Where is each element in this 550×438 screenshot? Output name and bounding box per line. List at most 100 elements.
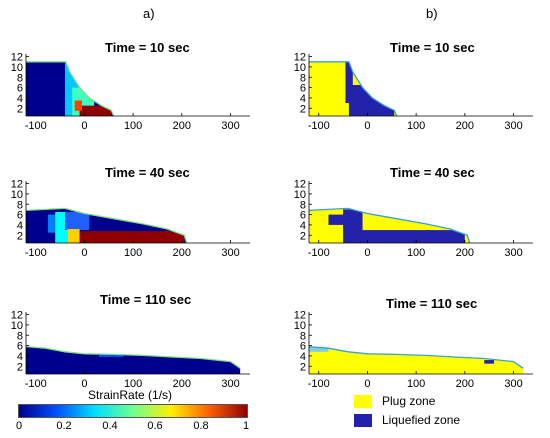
x-tick-label: 0	[364, 247, 370, 259]
high-strain-zone	[79, 105, 112, 116]
colorbar	[18, 404, 248, 418]
x-tick-label: 100	[124, 120, 142, 132]
x-tick-label: 0	[364, 378, 370, 390]
y-tick-label: 4	[300, 93, 306, 105]
y-tick-label: 8	[300, 199, 306, 211]
y-tick-label: 4	[300, 351, 306, 363]
panel-title: Time = 110 sec	[386, 296, 478, 311]
y-tick-label: 6	[300, 210, 306, 222]
legend-item-liquefied: Liquefied zone	[354, 413, 460, 427]
x-tick-label: 0	[81, 247, 87, 259]
y-tick-label: 2	[17, 361, 23, 373]
surface-line	[25, 345, 241, 369]
x-tick-label: 300	[504, 378, 522, 390]
x-tick-label: 200	[456, 247, 474, 259]
y-tick-label: 2	[17, 103, 23, 115]
y-tick-label: 6	[17, 83, 23, 95]
x-tick-label: -100	[308, 247, 330, 259]
liquefied-zone	[345, 61, 353, 104]
x-tick-label: -100	[25, 120, 47, 132]
panel-title: Time = 110 sec	[100, 292, 192, 307]
y-tick-label: 12	[11, 52, 23, 64]
x-tick-label: 200	[173, 120, 191, 132]
y-tick-label: 8	[300, 72, 306, 84]
deposit-field	[26, 61, 114, 116]
y-tick-label: 4	[17, 351, 23, 363]
x-tick-label: 200	[456, 378, 474, 390]
y-tick-label: 12	[11, 179, 23, 191]
y-tick-label: 2	[300, 230, 306, 242]
x-tick-label: 200	[173, 378, 191, 390]
liquefied-zone	[348, 85, 395, 116]
colorbar-tick: 0	[15, 420, 23, 432]
x-tick-label: 300	[504, 120, 522, 132]
high-strain-zone	[79, 231, 185, 243]
colorbar-tick: 0.6	[147, 420, 163, 432]
x-tick-label: 0	[81, 120, 87, 132]
panel-title: Time = 10 sec	[105, 40, 190, 55]
x-tick-label: 100	[407, 378, 425, 390]
legend-item-plug: Plug zone	[354, 394, 435, 408]
x-tick-label: 0	[364, 120, 370, 132]
deposit-field	[309, 208, 470, 243]
column-label-b: b)	[426, 6, 438, 21]
panel-title: Time = 10 sec	[390, 40, 475, 55]
legend-swatch-liquefied	[354, 413, 372, 427]
liquefied-zone	[328, 214, 348, 225]
surface-line	[25, 207, 188, 244]
y-tick-label: 8	[17, 72, 23, 84]
y-tick-label: 10	[294, 62, 306, 74]
y-tick-label: 2	[17, 230, 23, 242]
x-tick-label: 100	[407, 120, 425, 132]
high-strain-zone	[74, 100, 82, 111]
high-strain-zone	[67, 229, 80, 243]
y-tick-label: 10	[11, 320, 23, 332]
y-tick-label: 6	[300, 83, 306, 95]
colorbar-tick: 1	[242, 420, 250, 432]
x-tick-label: 300	[221, 378, 239, 390]
y-tick-label: 12	[294, 310, 306, 322]
shear-band	[55, 212, 68, 243]
y-tick-label: 8	[300, 330, 306, 342]
surface-line	[309, 61, 398, 117]
y-tick-label: 4	[17, 93, 23, 105]
y-tick-label: 2	[300, 103, 306, 115]
column-label-a: a)	[143, 6, 155, 21]
x-tick-label: -100	[308, 378, 330, 390]
liquefied-zone	[352, 230, 465, 243]
y-tick-label: 10	[294, 320, 306, 332]
y-tick-label: 8	[17, 199, 23, 211]
shear-band	[99, 353, 124, 357]
surface-line	[26, 61, 115, 117]
y-tick-label: 10	[11, 62, 23, 74]
x-tick-label: 200	[456, 120, 474, 132]
surface-line	[308, 345, 524, 369]
panel-title: Time = 40 sec	[105, 165, 190, 180]
y-tick-label: 10	[294, 189, 306, 201]
deposit-field	[26, 208, 187, 243]
y-tick-label: 12	[11, 310, 23, 322]
transition-zone	[309, 346, 329, 352]
y-tick-label: 10	[11, 189, 23, 201]
colorbar-tick: 0.2	[56, 420, 72, 432]
y-tick-label: 12	[294, 52, 306, 64]
y-tick-label: 2	[300, 361, 306, 373]
liquefied-zone	[484, 360, 495, 364]
x-tick-label: 100	[124, 378, 142, 390]
x-tick-label: -100	[308, 120, 330, 132]
legend-label: Liquefied zone	[382, 413, 461, 427]
legend-swatch-plug	[354, 394, 372, 408]
x-tick-label: 0	[81, 378, 87, 390]
y-tick-label: 6	[17, 210, 23, 222]
colorbar-tick: 0.4	[102, 420, 118, 432]
deposit-field	[309, 61, 397, 116]
y-tick-label: 6	[17, 341, 23, 353]
colorbar-tick: 0.8	[193, 420, 209, 432]
x-tick-label: 100	[407, 247, 425, 259]
liquefied-zone	[343, 209, 363, 243]
